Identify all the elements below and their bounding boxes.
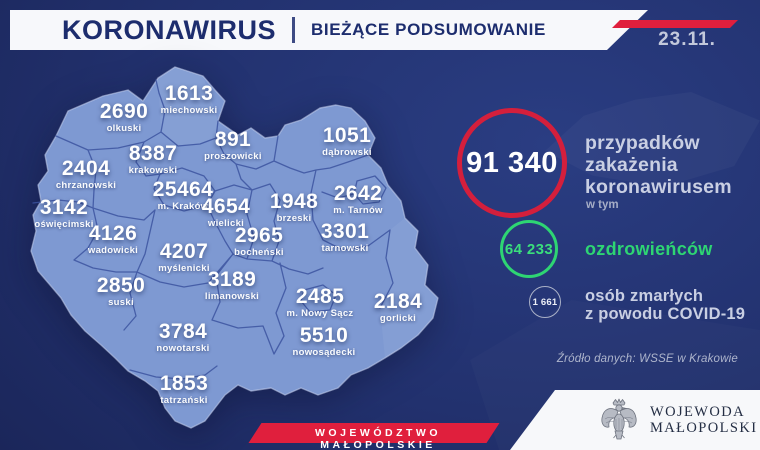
voivodeship-banner-label: WOJEWÓDZTWO MAŁOPOLSKIE — [315, 427, 441, 450]
header-band: KORONAWIRUS BIEŻĄCE PODSUMOWANIE — [10, 10, 648, 50]
cases-label-line3: koronawirusem — [585, 176, 732, 198]
header-divider — [292, 17, 295, 43]
deaths-circle: 1 661 — [529, 286, 561, 318]
deaths-value: 1 661 — [532, 296, 558, 308]
page-subtitle: BIEŻĄCE PODSUMOWANIE — [311, 20, 546, 39]
polish-eagle-emblem-icon — [601, 398, 637, 440]
recovered-label: ozdrowieńców — [585, 239, 713, 259]
recovered-circle: 64 233 — [500, 220, 558, 278]
wojewoda-line2: MAŁOPOLSKI — [650, 420, 758, 436]
deaths-label-line1: osób zmarłych — [585, 287, 704, 305]
date-ribbon — [612, 20, 738, 28]
voivodeship-outline — [30, 66, 439, 429]
county-shade-east — [380, 218, 438, 358]
data-source: Źródło danych: WSSE w Krakowie — [556, 353, 738, 365]
wojewoda-title: WOJEWODA MAŁOPOLSKI — [650, 404, 757, 437]
wojewoda-line1: WOJEWODA — [650, 403, 745, 420]
page-title: KORONAWIRUS — [62, 14, 276, 45]
date-label: 23.11. — [658, 29, 716, 50]
cases-value: 91 340 — [466, 146, 558, 179]
malopolska-map — [30, 66, 439, 429]
deaths-label-line2: z powodu COVID-19 — [585, 305, 746, 323]
wojewoda-plaque: WOJEWODA MAŁOPOLSKI — [510, 390, 760, 450]
cases-note: w tym — [586, 199, 619, 211]
cases-label-line2: zakażenia — [585, 154, 678, 176]
deaths-label: osób zmarłych z powodu COVID-19 — [585, 287, 745, 323]
cases-circle: 91 340 — [457, 108, 567, 218]
cases-label-line1: przypadków — [585, 132, 700, 154]
county-shade-north — [156, 67, 218, 146]
county-borders — [32, 79, 394, 380]
cases-label: przypadków zakażenia koronawirusem — [585, 132, 732, 198]
recovered-value: 64 233 — [504, 240, 554, 258]
